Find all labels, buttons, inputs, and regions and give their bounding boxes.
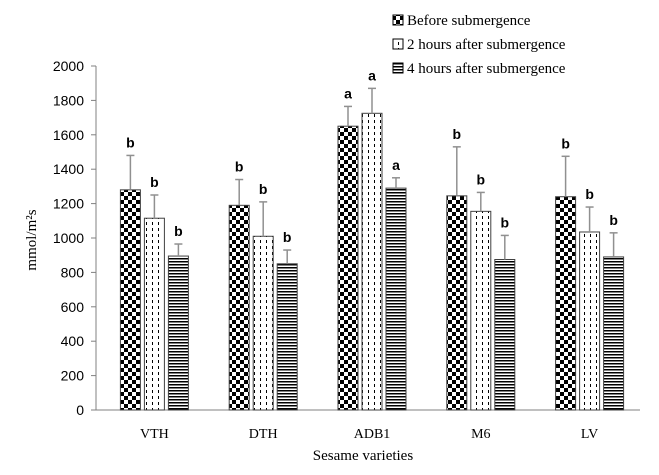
bar-group: b — [494, 214, 516, 411]
bar — [361, 112, 383, 411]
legend-item: 4 hours after submergence — [392, 61, 566, 77]
bar — [143, 217, 165, 411]
bar — [446, 195, 468, 411]
bar — [337, 125, 359, 411]
y-tick-label: 800 — [61, 264, 85, 280]
x-axis: VTH DTH ADB1 M6 LV — [96, 409, 640, 442]
significance-letter: a — [344, 85, 352, 101]
significance-letter: b — [609, 212, 618, 228]
bar-group: b — [603, 212, 625, 411]
significance-letter: b — [477, 171, 486, 187]
x-axis-title: Sesame varieties — [313, 448, 414, 464]
x-tick-label: M6 — [471, 427, 490, 442]
bar — [385, 187, 407, 411]
y-tick-label: 1400 — [53, 161, 84, 177]
bar — [276, 263, 298, 411]
bar — [167, 255, 189, 411]
bar-group: b — [143, 174, 165, 411]
y-tick-label: 2000 — [53, 58, 84, 74]
bar-group: a — [361, 67, 383, 411]
bar — [579, 231, 601, 411]
x-tick-label: LV — [581, 427, 598, 442]
y-tick-label: 1600 — [53, 127, 84, 143]
y-tick-label: 600 — [61, 299, 85, 315]
significance-letter: b — [585, 186, 594, 202]
bar-group: b — [579, 186, 601, 411]
bar-group: b — [446, 126, 468, 411]
x-tick-label: VTH — [140, 427, 169, 442]
legend-label: 4 hours after submergence — [407, 61, 566, 77]
y-tick-label: 1000 — [53, 230, 84, 246]
legend: Before submergence 2 hours after submerge… — [392, 13, 566, 77]
bar-group: b — [252, 181, 274, 411]
bar-group: b — [228, 159, 250, 411]
y-tick-label: 400 — [61, 333, 85, 349]
y-tick-label: 1800 — [53, 92, 84, 108]
legend-label: Before submergence — [407, 13, 531, 29]
bar — [252, 235, 274, 411]
bar-group: b — [470, 171, 492, 411]
significance-letter: b — [235, 159, 244, 175]
y-axis-title: mmol/m²s — [24, 209, 40, 270]
legend-swatch — [392, 14, 404, 26]
bar-group: b — [555, 135, 577, 411]
significance-letter: b — [126, 134, 135, 150]
significance-letter: b — [259, 181, 268, 197]
bar-group: a — [337, 85, 359, 411]
bar — [494, 259, 516, 411]
legend-swatch — [392, 62, 404, 74]
x-tick-label: DTH — [249, 427, 278, 442]
significance-letter: b — [283, 229, 292, 245]
bar-group: b — [276, 229, 298, 411]
legend-label: 2 hours after submergence — [407, 37, 566, 53]
y-axis: 0 200 400 600 800 1000 1200 1400 1600 1800 2000 — [53, 58, 97, 418]
significance-letter: b — [150, 174, 159, 190]
significance-letter: b — [174, 223, 183, 239]
bar — [555, 196, 577, 411]
bar — [470, 210, 492, 411]
x-tick-label: ADB1 — [354, 427, 391, 442]
significance-letter: a — [392, 157, 400, 173]
legend-item: 2 hours after submergence — [392, 37, 566, 53]
legend-item: Before submergence — [392, 13, 531, 29]
y-tick-label: 200 — [61, 368, 85, 384]
bar — [603, 256, 625, 411]
significance-letter: b — [453, 126, 462, 142]
significance-letter: a — [368, 67, 376, 83]
significance-letter: b — [501, 214, 510, 230]
legend-swatch — [392, 38, 404, 50]
significance-letter: b — [561, 135, 570, 151]
bar-group: b — [167, 223, 189, 411]
bar-group: a — [385, 157, 407, 411]
y-tick-label: 1200 — [53, 196, 84, 212]
bar-group: b — [119, 134, 141, 411]
y-tick-label: 0 — [76, 402, 84, 418]
bar — [119, 189, 141, 411]
bar — [228, 204, 250, 411]
